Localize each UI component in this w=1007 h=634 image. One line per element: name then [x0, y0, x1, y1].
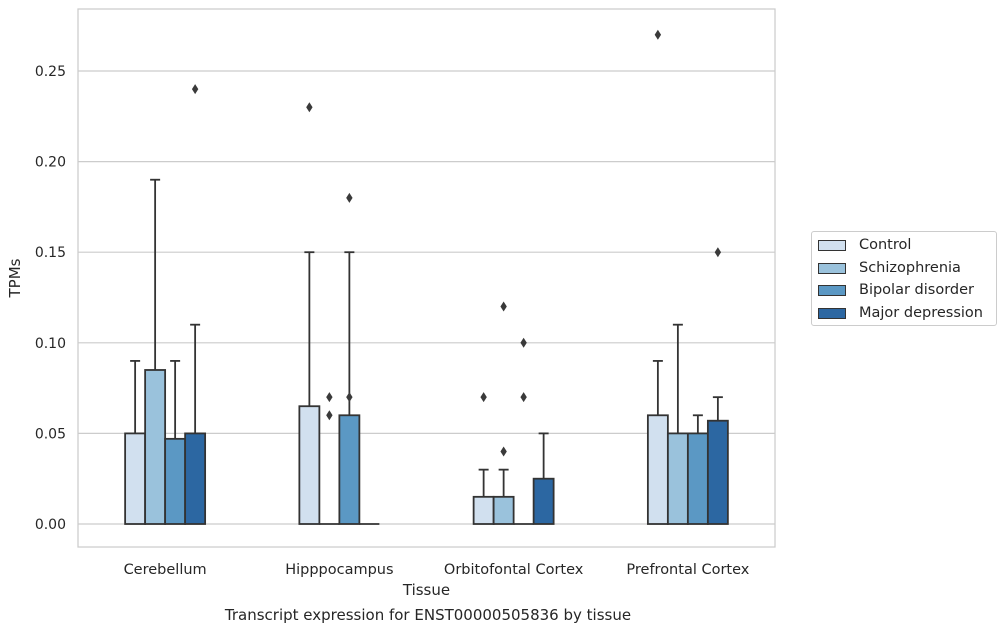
x-tick-label: Cerebellum: [124, 562, 207, 578]
bar: [706, 419, 729, 525]
y-tick-labels: 0.00 0.05 0.10 0.15 0.20 0.25: [35, 64, 66, 533]
y-tick-label: 0.15: [35, 245, 66, 261]
outlier-point: [520, 337, 527, 348]
legend-item-major-depression: Major depression: [818, 303, 983, 323]
bar: [686, 432, 709, 525]
x-tick-label: Prefrontal Cortex: [626, 562, 749, 578]
bar: [124, 432, 147, 525]
y-tick-label: 0.25: [35, 64, 66, 80]
outlier-point: [306, 102, 313, 113]
legend-swatch: [818, 284, 846, 296]
legend-label: Bipolar disorder: [859, 282, 974, 298]
bar: [532, 477, 555, 525]
bar: [666, 432, 689, 525]
outlier-point: [346, 392, 353, 403]
outlier-point: [326, 392, 333, 403]
legend-swatch: [818, 307, 846, 319]
x-tick-labels: Cerebellum Hipppocampus Orbitofontal Corte…: [124, 562, 750, 578]
outlier-point: [191, 84, 199, 95]
x-tick-label: Hipppocampus: [285, 562, 393, 578]
y-tick-label: 0.20: [35, 155, 66, 171]
bar: [472, 495, 495, 525]
x-axis-label: Tissue: [402, 581, 450, 599]
y-tick-label: 0.05: [35, 426, 66, 442]
legend-swatch: [818, 262, 846, 274]
bar: [184, 432, 207, 525]
outlier-point: [326, 410, 333, 421]
legend-label: Schizophrenia: [859, 260, 961, 276]
outlier-point: [500, 301, 507, 312]
y-tick-label: 0.00: [35, 517, 66, 533]
legend-item-control: Control: [818, 235, 911, 255]
bar: [338, 414, 361, 525]
outlier-point: [500, 446, 507, 457]
outlier-point: [346, 192, 353, 203]
legend-label: Major depression: [859, 305, 983, 321]
chart-caption: Transcript expression for ENST0000050583…: [224, 606, 632, 624]
bar: [492, 495, 515, 525]
legend-swatch: [818, 239, 846, 251]
bar: [646, 414, 669, 525]
whiskers: [130, 178, 723, 497]
x-tick-label: Orbitofontal Cortex: [444, 562, 584, 578]
legend-label: Control: [859, 237, 912, 253]
legend: Control Schizophrenia Bipolar disorder M…: [811, 231, 997, 326]
outlier-point: [520, 392, 527, 403]
legend-item-schizophrenia: Schizophrenia: [818, 258, 961, 278]
bars: [124, 369, 729, 525]
bar: [298, 405, 321, 525]
legend-item-bipolar-disorder: Bipolar disorder: [818, 280, 974, 300]
bar: [164, 437, 187, 525]
outlier-point: [714, 247, 722, 258]
y-axis-label: TPMs: [6, 258, 24, 298]
bar: [144, 369, 167, 525]
outlier-point: [654, 29, 662, 40]
y-tick-label: 0.10: [35, 336, 66, 352]
outlier-point: [480, 392, 487, 403]
outliers: [191, 29, 722, 457]
